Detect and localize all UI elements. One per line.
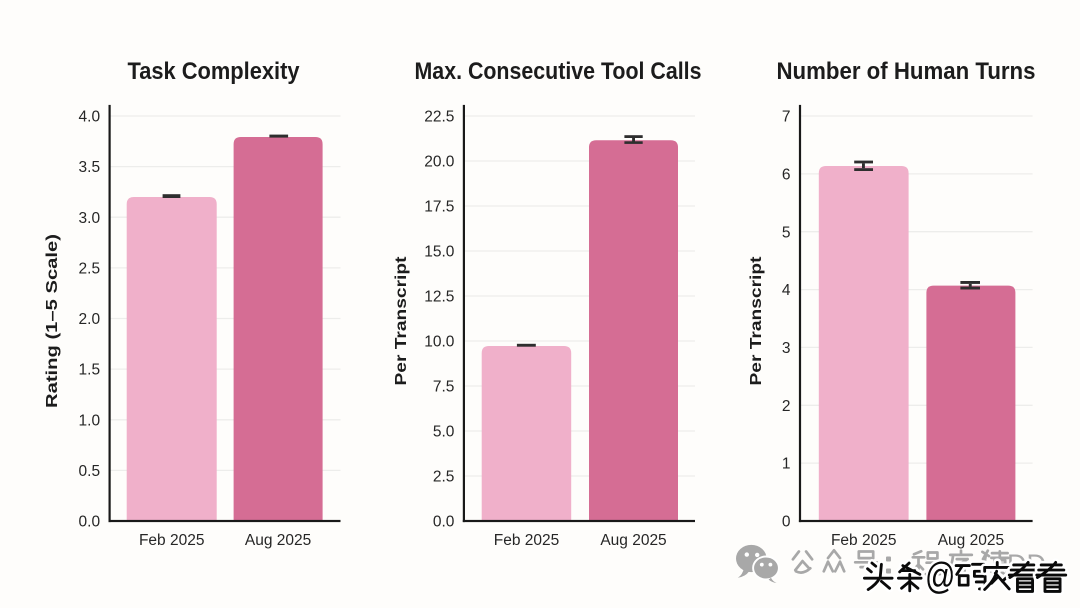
svg-text:Rating (1–5 Scale): Rating (1–5 Scale) [44,234,61,408]
svg-text:3.5: 3.5 [79,159,101,176]
svg-text:Per Transcript: Per Transcript [748,257,765,386]
svg-text:0: 0 [782,514,791,531]
svg-text:0.5: 0.5 [79,463,101,480]
svg-text:5: 5 [782,224,791,241]
svg-text:7.5: 7.5 [433,379,455,396]
svg-text:Max. Consecutive Tool Calls: Max. Consecutive Tool Calls [415,58,702,85]
svg-text:Number of Human Turns: Number of Human Turns [777,58,1036,85]
svg-text:4: 4 [782,282,791,299]
svg-text:1.0: 1.0 [79,412,101,429]
svg-text:@: @ [925,556,956,597]
svg-text:15.0: 15.0 [424,244,455,261]
svg-text:1.5: 1.5 [79,362,101,379]
svg-text:17.5: 17.5 [424,199,454,216]
svg-text:Per Transcript: Per Transcript [393,257,410,386]
svg-text:2.0: 2.0 [79,311,101,328]
svg-text:Feb 2025: Feb 2025 [139,532,205,549]
svg-text:12.5: 12.5 [424,289,454,306]
svg-text:3.0: 3.0 [79,210,101,227]
svg-text:2: 2 [782,398,791,415]
svg-text:6: 6 [782,167,791,184]
svg-text:Task Complexity: Task Complexity [128,58,300,85]
svg-text:0.0: 0.0 [79,514,101,531]
svg-text:Aug 2025: Aug 2025 [245,532,311,549]
svg-text:20.0: 20.0 [424,154,455,171]
svg-text:Aug 2025: Aug 2025 [600,532,666,549]
svg-text:7: 7 [782,109,791,126]
svg-text:Feb 2025: Feb 2025 [494,532,560,549]
svg-text:5.0: 5.0 [433,424,455,441]
svg-text:10.0: 10.0 [424,334,455,351]
svg-text:1: 1 [782,456,791,473]
svg-text:4.0: 4.0 [79,109,101,126]
svg-text:2.5: 2.5 [79,261,101,278]
svg-text:3: 3 [782,340,791,357]
svg-text:Aug 2025: Aug 2025 [938,532,1004,549]
svg-text:0.0: 0.0 [433,514,455,531]
svg-text:2.5: 2.5 [433,469,455,486]
svg-text:22.5: 22.5 [424,109,454,126]
svg-text:Feb 2025: Feb 2025 [831,532,897,549]
